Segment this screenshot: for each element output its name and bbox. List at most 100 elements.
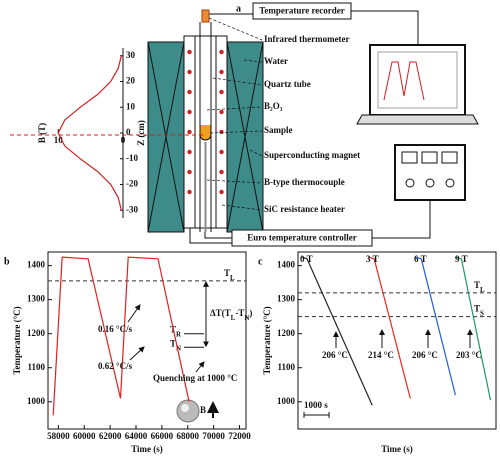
y-tick-label: 0 [126, 127, 131, 137]
callout: Infrared thermometer [264, 34, 350, 44]
heater-dot [219, 89, 224, 95]
callout: B₂O₃ [264, 101, 283, 111]
x-tick-label: 66000 [151, 431, 174, 441]
heater-dot [219, 49, 224, 55]
series-line [57, 55, 122, 211]
y-tick-label: 1000 [27, 396, 46, 406]
heater-dot [219, 169, 224, 175]
y-axis-title: Temperature (°C) [12, 306, 22, 374]
callout: Water [264, 56, 288, 66]
callout: Quartz tube [264, 79, 311, 89]
panel-label: b [4, 256, 10, 267]
x-tick-label: 60000 [73, 431, 96, 441]
x-axis-title: Time (s) [381, 444, 413, 454]
y-tick-label: 1000 [277, 396, 296, 406]
callout: Superconducting magnet [264, 150, 360, 160]
heater-dot [187, 189, 192, 195]
text-part: ) [249, 308, 252, 318]
x-axis-title: B (T) [37, 123, 47, 143]
series-label: 0 T [300, 254, 313, 264]
leader-line [209, 130, 263, 134]
text-part: L [230, 274, 235, 282]
x-tick-label: 70000 [202, 431, 225, 441]
x-tick-label: 64000 [125, 431, 148, 441]
text-part: -T [235, 308, 244, 318]
text-part: T [224, 268, 230, 278]
annotation: B [200, 405, 206, 415]
infrared-thermometer [201, 9, 210, 23]
annotation: 206 °C [322, 350, 348, 360]
magnet [147, 41, 264, 233]
x-tick-label: 68000 [177, 431, 200, 441]
heater-dot [187, 49, 192, 55]
leader-line [206, 179, 263, 184]
text-part: N [176, 344, 181, 352]
y-axis-title: Z (cm) [136, 120, 146, 146]
plot-frame [297, 251, 497, 430]
y-tick-label: 1400 [277, 260, 296, 270]
series-line [52, 256, 190, 416]
controller-label: Euro temperature controller [247, 233, 356, 243]
y-tick-label: 10 [126, 101, 136, 111]
text-part: N [244, 314, 249, 322]
panel-label: a [236, 3, 241, 14]
recorder-label: Temperature recorder [259, 6, 345, 16]
plot-frame [47, 251, 247, 430]
x-tick-label: 58000 [47, 431, 70, 441]
y-tick-label: 1200 [27, 328, 46, 338]
series-label: 3 T [366, 254, 379, 264]
series-line [415, 256, 456, 396]
connector [209, 10, 419, 45]
y-tick-label: 1400 [27, 260, 46, 270]
text-part: L [231, 314, 236, 322]
x-tick-label: 10 [54, 135, 64, 145]
connector [189, 200, 431, 244]
delta-label: ΔT(TL-TN) [210, 308, 252, 322]
x-tick-label: 72000 [228, 431, 251, 441]
panel-label: c [258, 256, 263, 267]
laptop [356, 44, 479, 125]
sample-photo [176, 399, 219, 423]
annotation: 0.62 °C/s [98, 361, 133, 371]
callout: Sample [264, 125, 293, 135]
heater-dot [187, 109, 192, 115]
annotation: 214 °C [368, 350, 394, 360]
y-tick-label: 1200 [277, 328, 296, 338]
heater-dot [187, 149, 192, 155]
scale-bar [303, 412, 330, 418]
heater-dot [219, 189, 224, 195]
y-tick-label: 20 [126, 76, 136, 86]
text-part: ΔT(T [210, 308, 231, 318]
annotation: Quenching at 1000 °C [153, 373, 237, 383]
annotation-arrow [127, 304, 141, 323]
leader-line [221, 204, 263, 211]
text-part: L [480, 285, 485, 293]
leader-line [208, 17, 263, 41]
series-line [368, 256, 411, 399]
heater-dot [187, 69, 192, 75]
text-part: R [176, 330, 182, 338]
leader-line [206, 106, 263, 111]
y-tick-label: 1100 [27, 362, 45, 372]
callout: B-type thermocouple [264, 177, 345, 187]
text-part: T [170, 338, 176, 348]
heater-dot [187, 169, 192, 175]
series-label: 9 T [455, 254, 468, 264]
annotation: 0.16 °C/s [98, 324, 133, 334]
y-tick-label: 30 [126, 50, 136, 60]
annotation: 203 °C [456, 350, 482, 360]
series-label: 6 T [414, 254, 427, 264]
heater-dot [187, 89, 192, 95]
series-line [301, 256, 373, 406]
callout: SiC resistance heater [264, 204, 345, 214]
leader-line [243, 59, 263, 63]
controller-device [394, 144, 466, 201]
scale-bar-label: 1000 s [304, 400, 328, 410]
text-part: T [474, 304, 480, 314]
annotation: 206 °C [412, 350, 438, 360]
y-tick-label: 1100 [277, 362, 295, 372]
annotation-arrow [195, 361, 205, 373]
heater-dot [219, 69, 224, 75]
heater-dot [219, 109, 224, 115]
leader-line [249, 149, 263, 157]
